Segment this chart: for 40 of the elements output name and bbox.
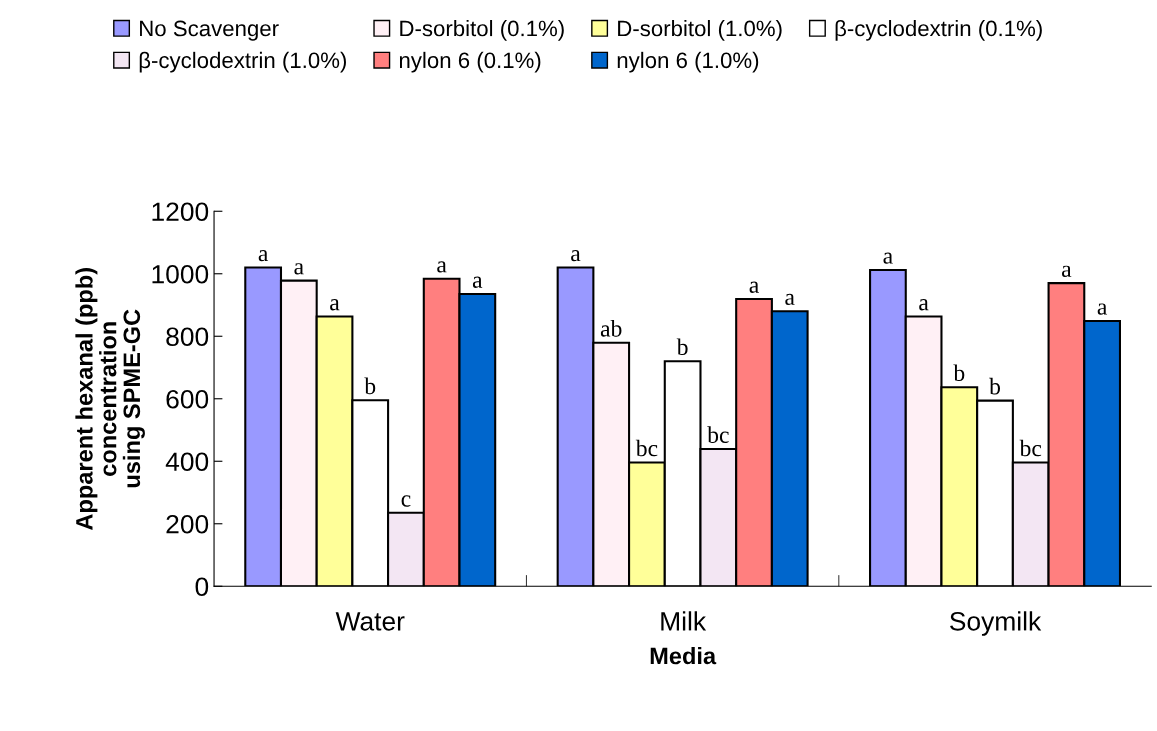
- data-label: bc: [1019, 439, 1042, 457]
- legend-label: D-sorbitol (0.1%): [400, 20, 564, 41]
- legend-label: No Scavenger: [140, 20, 279, 41]
- legend-label: D-sorbitol (1.0%): [618, 20, 782, 41]
- data-label: a: [330, 299, 340, 311]
- y-tick-label: 0: [195, 577, 209, 597]
- y-axis-title: Apparent hexanal (ppb) concentration using SPME-GC: [75, 268, 145, 530]
- data-label: b: [953, 364, 965, 382]
- data-label: a: [1097, 303, 1108, 315]
- x-tick-label: Water: [335, 612, 405, 631]
- x-tick-label: Soymilk: [950, 611, 1042, 636]
- data-label: a: [919, 299, 929, 311]
- legend-label: nylon 6 (0.1%): [399, 51, 541, 73]
- data-label: bc: [635, 439, 658, 457]
- data-label: bc: [707, 426, 729, 443]
- y-tick-label: 800: [166, 327, 209, 347]
- y-tick-label: 600: [166, 389, 209, 409]
- data-label: a: [1062, 265, 1072, 277]
- legend-label: β-cyclodextrin (0.1%): [835, 20, 1042, 41]
- data-label: a: [785, 293, 795, 306]
- data-label: a: [437, 261, 447, 273]
- data-label: a: [472, 276, 483, 288]
- data-label: ab: [600, 320, 622, 337]
- legend-label: nylon 6 (1.0%): [617, 51, 759, 73]
- data-label: b: [676, 338, 688, 356]
- legend-label: β-cyclodextrin (1.0%): [139, 51, 346, 73]
- x-axis-title: Media: [650, 646, 717, 665]
- data-label: a: [749, 281, 759, 293]
- data-label: a: [571, 250, 581, 262]
- y-tick-label: 400: [165, 452, 209, 472]
- data-label: b: [989, 377, 1001, 395]
- data-label: b: [364, 377, 376, 395]
- data-label: c: [401, 495, 411, 507]
- data-label: a: [883, 252, 893, 264]
- y-tick-label: 200: [166, 514, 209, 534]
- x-tick-label: Milk: [661, 611, 707, 631]
- data-label: a: [258, 250, 269, 262]
- y-tick-label: 1200: [152, 202, 209, 222]
- y-tick-label: 1000: [152, 264, 209, 284]
- data-label: a: [294, 263, 304, 275]
